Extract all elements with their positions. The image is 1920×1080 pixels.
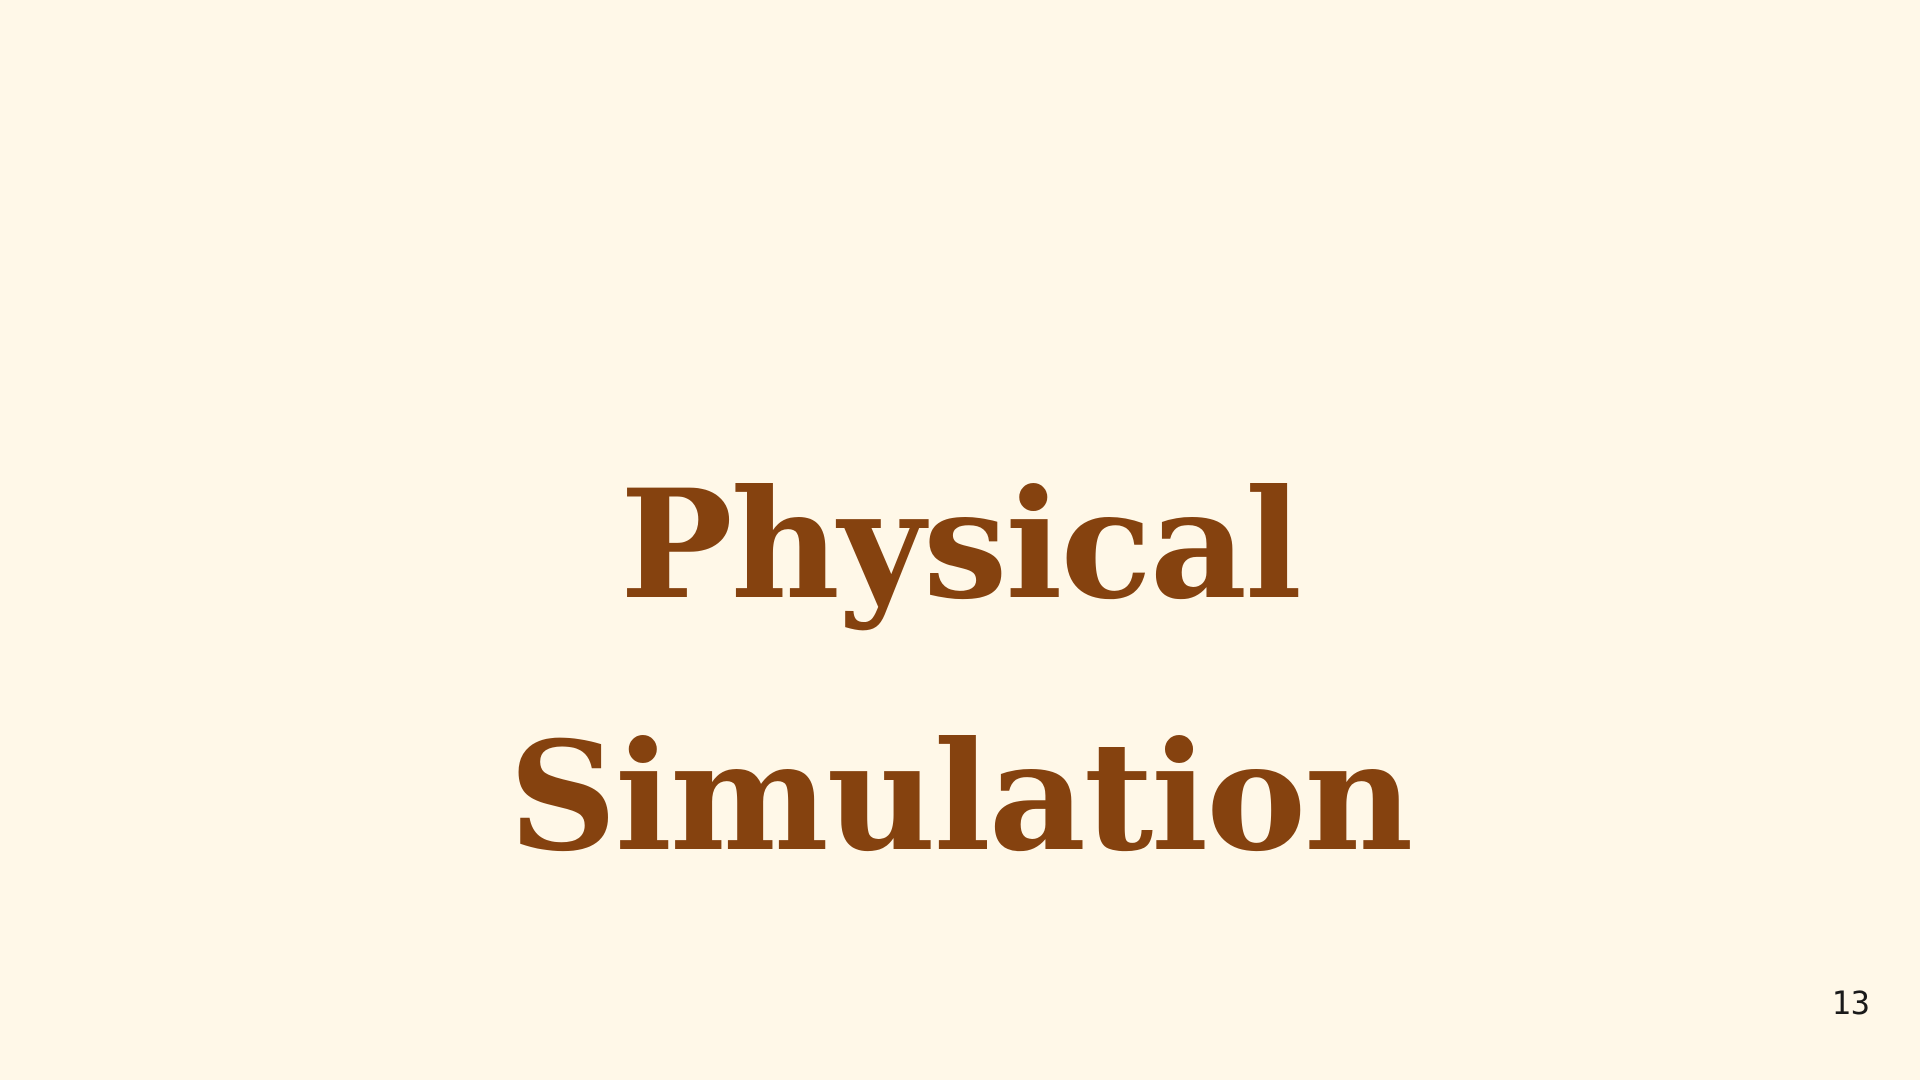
slide-title-line-2: Simulation xyxy=(508,708,1414,885)
slide-title: Physical Simulation xyxy=(0,419,1920,923)
slide-title-line-1: Physical xyxy=(620,456,1302,633)
page-number: 13 xyxy=(1831,984,1870,1022)
